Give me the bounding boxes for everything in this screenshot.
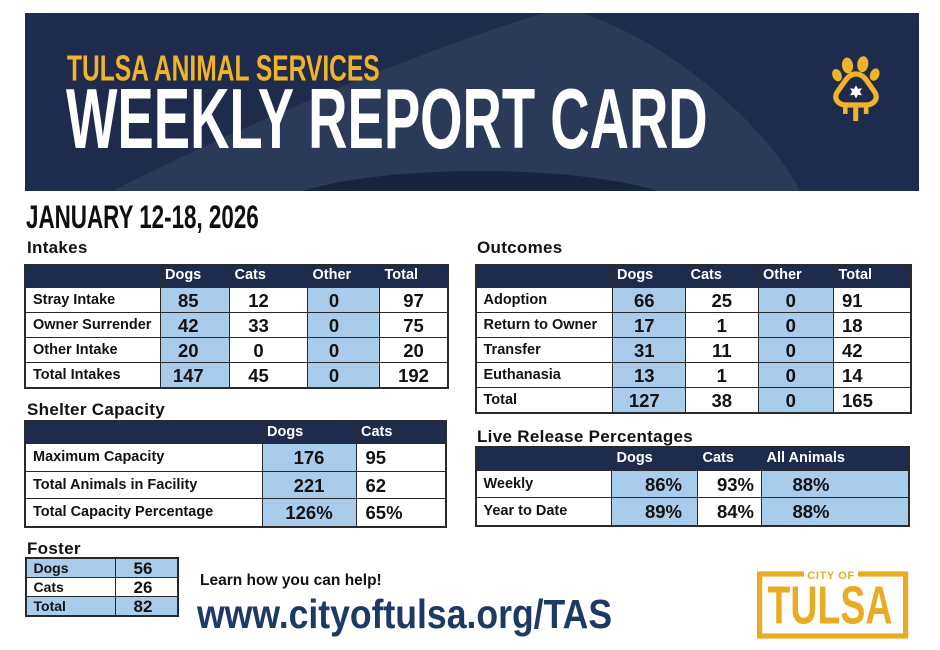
svg-text:JANUARY 12-18, 2026: JANUARY 12-18, 2026 [26, 200, 259, 235]
svg-text:TULSA ANIMAL SERVICES: TULSA ANIMAL SERVICES [67, 48, 380, 89]
svg-text:WEEKLY REPORT CARD: WEEKLY REPORT CARD [66, 72, 708, 167]
svg-text:TULSA: TULSA [768, 575, 893, 635]
svg-text:www.cityoftulsa.org/TAS: www.cityoftulsa.org/TAS [196, 594, 612, 638]
svg-text:CITY OF: CITY OF [807, 570, 854, 582]
